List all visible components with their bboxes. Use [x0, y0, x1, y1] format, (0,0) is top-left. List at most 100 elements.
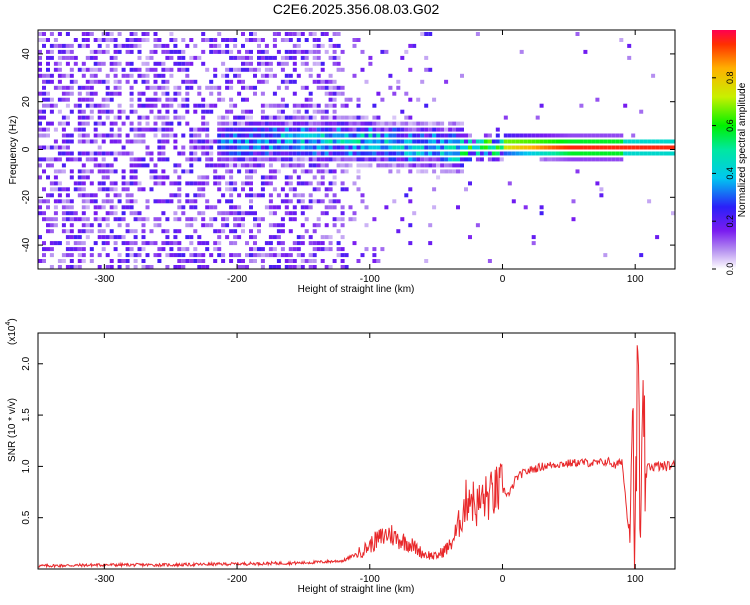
- spectrogram-cell: [392, 115, 397, 120]
- spectrogram-cell: [89, 199, 94, 204]
- spectrogram-cell: [97, 103, 102, 108]
- spectrogram-cell: [336, 32, 341, 36]
- spectrogram-cell: [169, 49, 174, 54]
- spectrogram-cell: [233, 205, 238, 210]
- spectrogram-cell: [249, 32, 253, 36]
- spectrogram-cell: [432, 187, 437, 192]
- spectrogram-cell: [288, 49, 293, 54]
- spectrogram-cell: [109, 109, 114, 114]
- spectrogram-cell: [328, 55, 333, 60]
- spectrogram-cell: [61, 127, 66, 132]
- spectrogram-cell: [241, 163, 245, 168]
- spectrogram-cell: [245, 175, 249, 180]
- spectrogram-cell: [49, 79, 54, 84]
- spectrogram-cell: [328, 181, 333, 186]
- spectrogram-cell: [125, 223, 130, 228]
- spectrogram-cell: [511, 145, 516, 150]
- spectrogram-cell: [336, 145, 341, 150]
- spectrogram-cell: [571, 145, 576, 150]
- spectrogram-cell: [77, 247, 82, 252]
- spectrogram-cell: [69, 235, 74, 240]
- chart-title: C2E6.2025.356.08.03.G02: [273, 1, 440, 17]
- spectrogram-cell: [468, 157, 472, 162]
- spectrogram-cell: [209, 85, 214, 90]
- spectrogram-cell: [444, 157, 449, 162]
- spectrogram-cell: [69, 175, 74, 180]
- spectrogram-cell: [300, 32, 305, 36]
- spectrogram-cell: [257, 43, 261, 48]
- spectrogram-cell: [651, 73, 656, 78]
- spectrogram-cell: [237, 205, 242, 210]
- spectrogram-cell: [304, 55, 309, 60]
- spectrogram-cell: [432, 205, 437, 210]
- spectrogram-cell: [185, 199, 190, 204]
- spectrogram-cell: [213, 85, 218, 90]
- spectrogram-cell: [300, 193, 305, 198]
- spectrogram-cell: [197, 265, 202, 269]
- spectrogram-cell: [320, 43, 325, 48]
- spectrogram-cell: [137, 217, 142, 222]
- spectrogram-cell: [368, 121, 373, 126]
- spectrogram-cell: [53, 43, 58, 48]
- spectrogram-cell: [324, 139, 329, 144]
- spectrogram-cell: [241, 265, 245, 269]
- spectrogram-cell: [149, 229, 154, 234]
- spectrogram-cell: [320, 181, 325, 186]
- spectrogram-cell: [46, 205, 50, 210]
- spectrogram-cell: [237, 79, 242, 84]
- spectrogram-cell: [253, 247, 257, 252]
- spectrogram-cell: [145, 97, 150, 102]
- spectrogram-cell: [253, 73, 257, 78]
- spectrogram-cell: [181, 133, 186, 138]
- spectrogram-cell: [57, 61, 62, 66]
- spectrogram-cell: [197, 145, 202, 150]
- spectrogram-cell: [38, 259, 42, 263]
- spectrogram-cell: [225, 223, 230, 228]
- spectrogram-cell: [595, 133, 600, 138]
- spectrogram-cell: [85, 217, 90, 222]
- spectrogram-cell: [38, 211, 42, 216]
- spectrogram-cell: [448, 139, 453, 144]
- spectrogram-cell: [257, 217, 261, 222]
- spectrogram-cell: [53, 157, 58, 162]
- spectrogram-cell: [245, 109, 249, 114]
- spectrogram-cell: [201, 103, 206, 108]
- spectrogram-cell: [169, 55, 174, 60]
- spectrogram-cell: [129, 169, 134, 174]
- spectrogram-cell: [221, 139, 226, 144]
- spectrogram-cell: [324, 205, 329, 210]
- spectrogram-cell: [340, 115, 345, 120]
- spectrogram-cell: [272, 139, 277, 144]
- spectrogram-cell: [169, 121, 174, 126]
- spectrogram-cell: [316, 73, 321, 78]
- spectrogram-cell: [253, 85, 257, 90]
- spectrogram-cell: [400, 139, 405, 144]
- spectrogram-cell: [145, 32, 150, 36]
- spectrogram-cell: [304, 259, 309, 263]
- spectrogram-cell: [364, 163, 369, 168]
- spectrogram-cell: [340, 169, 345, 174]
- spectrogram-cell: [245, 38, 249, 42]
- spectrogram-cell: [272, 223, 277, 228]
- spectrogram-cell: [237, 67, 242, 72]
- spectrogram-cell: [197, 133, 202, 138]
- spectrogram-cell: [364, 79, 369, 84]
- spectrogram-cell: [432, 139, 437, 144]
- spectrogram-cell: [519, 145, 524, 150]
- spectrogram-cell: [352, 145, 357, 150]
- spectrogram-cell: [380, 139, 385, 144]
- spectrogram-cell: [563, 139, 568, 144]
- spectrogram-cell: [229, 163, 234, 168]
- spectrogram-cell: [292, 67, 297, 72]
- spectrogram-cell: [197, 103, 202, 108]
- spectrogram-cell: [320, 133, 325, 138]
- spectrogram-cell: [201, 61, 206, 66]
- spectrogram-cell: [567, 151, 572, 156]
- colorbar-tick-label: 0.0: [725, 263, 735, 276]
- spectrogram-cell: [105, 163, 110, 168]
- spectrogram-cell: [328, 169, 333, 174]
- spectrogram-cell: [189, 235, 194, 240]
- spectrogram-cell: [376, 259, 381, 263]
- spectrogram-cell: [312, 32, 317, 36]
- spectrogram-cell: [260, 91, 265, 96]
